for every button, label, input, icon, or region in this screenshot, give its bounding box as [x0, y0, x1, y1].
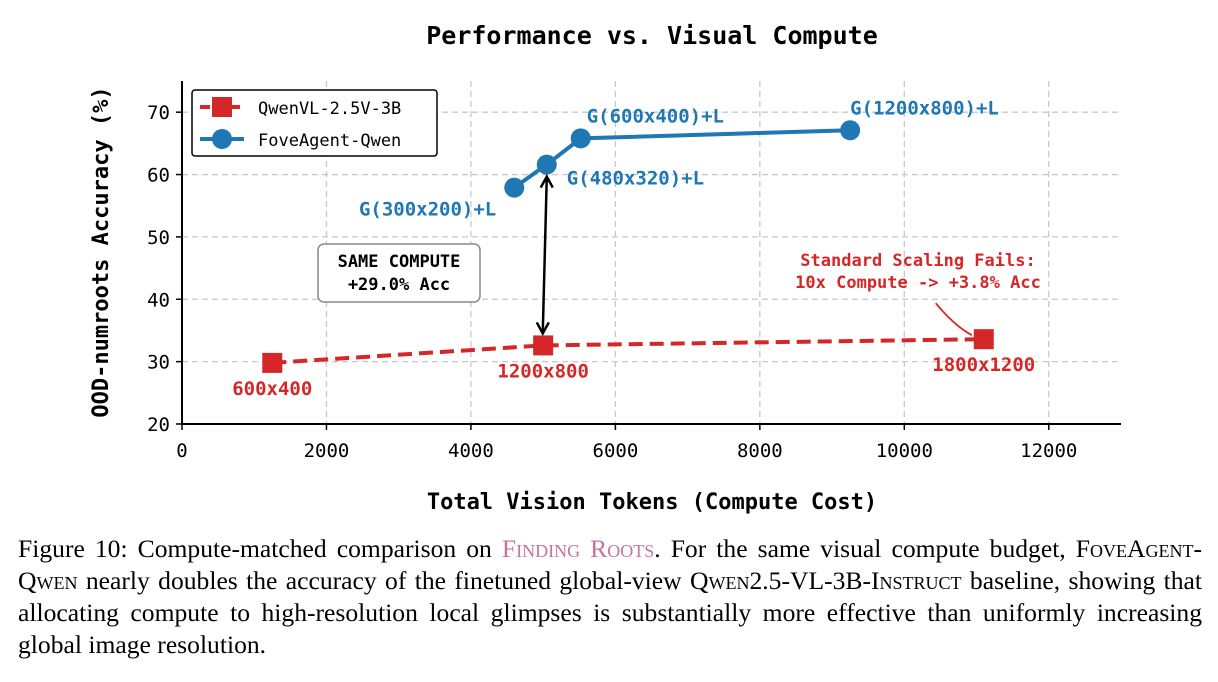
y-tick-label: 20 — [147, 414, 170, 436]
x-ticks: 0 2000 4000 6000 8000 10000 12000 — [176, 424, 1077, 462]
figure-caption: Figure 10: Compute-matched comparison on… — [18, 533, 1202, 661]
series-line — [272, 337, 984, 365]
data-point — [262, 352, 283, 373]
annotations: SAME COMPUTE +29.0% Acc Standard Scaling… — [317, 173, 1041, 337]
caption-part2: . For the same visual compute budget, — [654, 534, 1066, 563]
y-tick-label: 30 — [147, 352, 170, 374]
data-point — [973, 329, 994, 350]
legend-marker-qwen — [212, 97, 232, 117]
caption-part4: baseline, showing that allocating comput… — [18, 566, 1203, 659]
legend-label-qwen: QwenVL-2.5V-3B — [258, 99, 401, 119]
dataset-name: Finding Roots — [501, 534, 655, 563]
x-tick-label: 0 — [176, 440, 187, 462]
data-label: G(1200x800)+L — [850, 97, 999, 119]
x-tick-label: 4000 — [448, 440, 494, 462]
x-axis-label: Total Vision Tokens (Compute Cost) — [427, 490, 877, 515]
same-compute-line2: +29.0% Acc — [348, 275, 450, 295]
compute-arrow-shaft — [541, 177, 549, 333]
data-label: G(300x200)+L — [359, 199, 496, 221]
caption-part3: nearly doubles the accuracy of the finet… — [85, 566, 682, 595]
data-label: G(600x400)+L — [587, 105, 724, 127]
axes — [181, 81, 1121, 425]
chart-title: Performance vs. Visual Compute — [426, 21, 878, 50]
data-point — [533, 335, 554, 356]
y-tick-label: 40 — [147, 289, 170, 311]
data-point — [840, 120, 861, 141]
y-tick-label: 60 — [147, 165, 170, 187]
y-tick-label: 50 — [147, 227, 170, 249]
scaling-note-line2: 10x Compute -> +3.8% Acc — [795, 273, 1041, 293]
data-point — [570, 128, 591, 149]
legend-marker-fove — [212, 129, 232, 149]
legend-label-fove: FoveAgent-Qwen — [258, 131, 401, 151]
series-line — [513, 128, 851, 190]
data-label: G(480x320)+L — [567, 168, 704, 190]
legend: QwenVL-2.5V-3B FoveAgent-Qwen — [191, 89, 438, 157]
series-1: G(300x200)+L G(480x320)+L G(600x400)+L G(12… — [359, 97, 999, 220]
figure-label: Figure 10: — [18, 534, 128, 563]
series-layer: 600x400 1200x800 1800x1200 G(300x200)+L G(48… — [232, 97, 1035, 400]
y-ticks: 20 30 40 50 60 70 — [147, 102, 182, 436]
data-label: 1200x800 — [497, 360, 589, 382]
series-0: 600x400 1200x800 1800x1200 — [232, 329, 1035, 400]
chart: Performance vs. Visual Compute 0 2000 4000… — [89, 21, 1121, 515]
x-tick-label: 2000 — [304, 440, 350, 462]
data-label: 600x400 — [232, 378, 312, 400]
x-tick-label: 10000 — [876, 440, 933, 462]
baseline-name-a: Qwen — [689, 566, 750, 595]
baseline-name-c: Instruct — [871, 566, 962, 595]
scaling-note-line1: Standard Scaling Fails: — [800, 251, 1035, 271]
baseline-name-b: 2.5-VL-3B- — [749, 566, 871, 595]
x-tick-label: 8000 — [737, 440, 783, 462]
x-tick-label: 12000 — [1020, 440, 1077, 462]
same-compute-line1: SAME COMPUTE — [338, 252, 461, 272]
caption-part1: Compute-matched comparison on — [137, 534, 492, 563]
y-axis-label: OOD-numroots Accuracy (%) — [89, 86, 114, 417]
data-label: 1800x1200 — [932, 354, 1035, 376]
compute-arrow-head-bottom — [535, 321, 550, 337]
data-point — [536, 154, 557, 175]
x-tick-label: 6000 — [593, 440, 639, 462]
compute-arrow-head-top — [539, 173, 554, 189]
scaling-note-arrow — [935, 302, 973, 336]
grid — [182, 81, 1121, 424]
same-compute-box — [317, 243, 481, 303]
data-point — [504, 177, 525, 198]
legend-frame — [191, 89, 438, 157]
model-name: FoveAgent-Qwen — [18, 534, 1202, 595]
y-tick-label: 70 — [147, 102, 170, 124]
